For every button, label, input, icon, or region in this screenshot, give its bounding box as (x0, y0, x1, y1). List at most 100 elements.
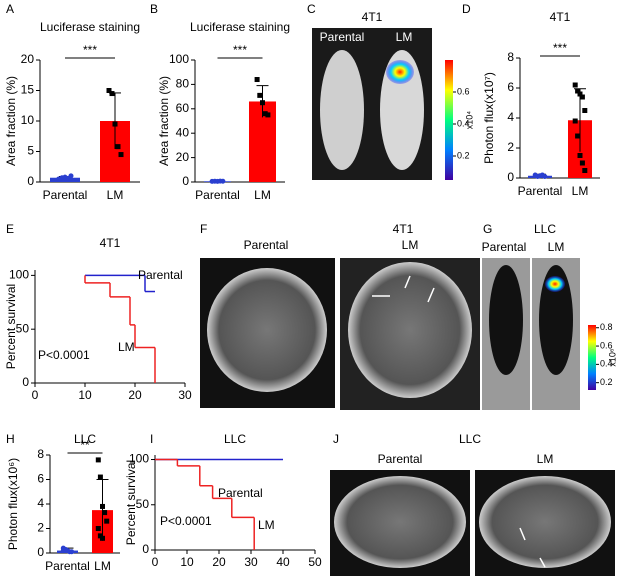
y-tick-label: 2 (37, 521, 44, 535)
x-tick-label: LM (94, 559, 111, 573)
mouse (320, 50, 364, 170)
data-point (262, 111, 268, 117)
image-label: LM (537, 452, 554, 466)
y-tick-label: 20 (21, 52, 35, 66)
y-tick-label: 5 (27, 144, 34, 158)
x-tick-label: Parental (43, 188, 88, 202)
y-axis-label: Area fraction (%) (157, 76, 171, 166)
panel-label: D (462, 2, 471, 16)
data-point (579, 94, 585, 100)
y-tick-label: 6 (507, 80, 514, 94)
annotation: P<0.0001 (38, 348, 90, 362)
y-tick-label: 0 (182, 174, 189, 188)
data-point (575, 133, 581, 139)
data-point (575, 88, 581, 94)
panel-label: J (333, 432, 339, 446)
y-axis-label: Percent survival (124, 460, 138, 545)
panel-j (330, 470, 615, 576)
x-tick-label: Parental (195, 188, 240, 202)
data-point (97, 474, 103, 480)
chart-title: 4T1 (550, 10, 571, 24)
y-axis-label: Percent survival (4, 284, 18, 369)
panel-label: A (6, 2, 14, 16)
significance: *** (553, 41, 567, 55)
x-tick-label: 50 (308, 555, 322, 569)
panel-g (482, 258, 596, 410)
y-tick-label: 4 (37, 496, 44, 510)
data-point (577, 153, 583, 158)
y-tick-label: 80 (176, 77, 190, 91)
chart-title: 4T1 (100, 236, 121, 250)
panel-label: C (307, 2, 316, 16)
y-tick-label: 4 (507, 110, 514, 124)
x-tick-label: 20 (212, 555, 226, 569)
colorbar-tick-label: 0.4 (457, 118, 470, 128)
data-point (100, 503, 105, 509)
chart-title: LLC (224, 432, 246, 446)
data-point (582, 168, 588, 173)
data-point (109, 91, 115, 97)
series-label: LM (118, 340, 135, 354)
data-point (582, 108, 588, 113)
y-tick-label: 50 (136, 497, 150, 511)
annotation: P<0.0001 (160, 514, 212, 528)
series-label: LM (258, 518, 275, 532)
image-label: LM (396, 30, 413, 44)
luminescence (386, 60, 414, 84)
data-point (572, 82, 578, 88)
chart-title: Luciferase staining (40, 20, 140, 34)
significance: *** (83, 43, 97, 57)
image-label: LM (548, 240, 565, 254)
panel-title: 4T1 (362, 10, 383, 24)
colorbar-tick-label: 0.2 (600, 377, 613, 387)
mri-slice (207, 268, 327, 392)
x-tick-label: 0 (152, 555, 159, 569)
series-label: Parental (138, 268, 183, 282)
y-tick-label: 60 (176, 101, 190, 115)
data-point (95, 457, 101, 463)
panel-title: LLC (534, 222, 556, 236)
mri-slice (334, 476, 466, 568)
arrow (427, 287, 435, 303)
data-point (572, 118, 578, 124)
x-tick-label: LM (107, 188, 124, 202)
panel-title: 4T1 (393, 222, 414, 236)
data-point (60, 548, 66, 554)
y-tick-label: 0 (27, 174, 34, 188)
x-tick-label: LM (572, 184, 589, 198)
y-tick-label: 6 (37, 472, 44, 486)
y-axis-label: Area fraction (%) (4, 76, 18, 166)
x-tick-label: LM (254, 188, 271, 202)
x-tick-label: Parental (518, 184, 563, 198)
panel-label: E (6, 222, 14, 236)
y-tick-label: 0 (22, 375, 29, 389)
colorbar-unit: x10⁶ (607, 348, 617, 367)
panel-label: G (483, 222, 492, 236)
colorbar-tick-label: 0.6 (457, 86, 470, 96)
colorbar-tick-label: 0.6 (600, 340, 613, 350)
arrow (539, 557, 546, 568)
data-point (68, 173, 74, 179)
x-tick-label: 20 (128, 388, 142, 402)
panel-label: B (150, 2, 158, 16)
panel-f (200, 258, 480, 410)
data-point (104, 518, 110, 524)
colorbar-tick-label: 0.8 (600, 322, 613, 332)
x-tick-label: 10 (180, 555, 194, 569)
chart-title: Luciferase staining (190, 20, 290, 34)
x-tick-label: 0 (32, 388, 39, 402)
y-tick-label: 100 (169, 52, 189, 66)
data-point (260, 100, 265, 106)
data-point (577, 91, 583, 97)
image-label: Parental (378, 452, 423, 466)
data-point (542, 174, 548, 179)
arrow (519, 527, 526, 541)
y-tick-label: 0 (37, 545, 44, 559)
data-point (69, 549, 75, 555)
image-label: LM (402, 238, 419, 252)
x-tick-label: 30 (178, 388, 192, 402)
data-point (102, 510, 108, 516)
bar (50, 177, 80, 182)
data-point (118, 152, 124, 158)
